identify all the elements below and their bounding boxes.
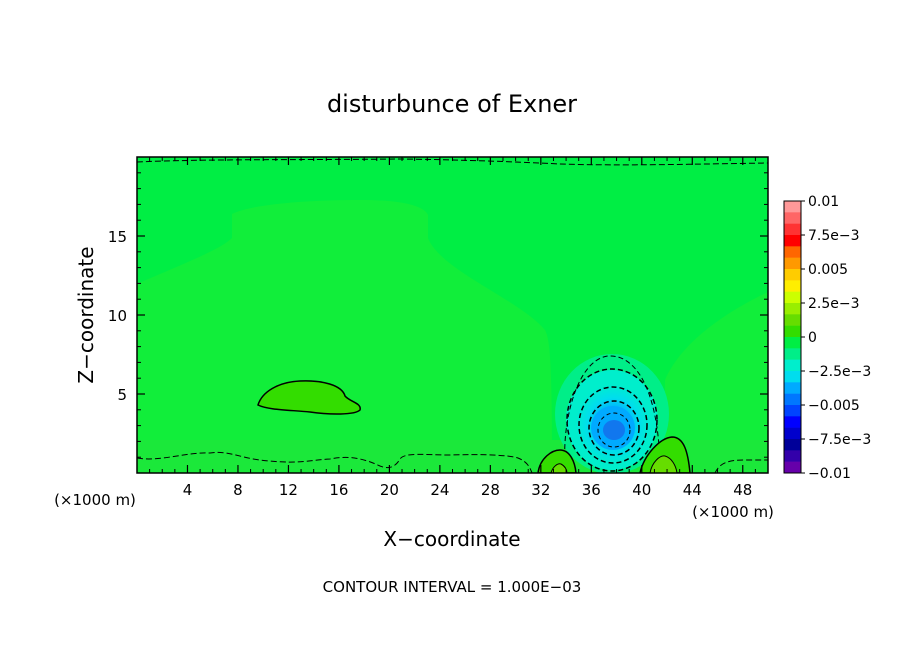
y-tick-label: 5	[117, 386, 127, 404]
x-unit-right: (×1000 m)	[692, 503, 774, 521]
x-tick-label: 28	[481, 481, 500, 499]
colorbar-label: −0.01	[808, 466, 851, 482]
colorbar-labels: 0.01 7.5e−3 0.005 2.5e−3 0 −2.5e−3 −0.005 −7.5e…	[801, 194, 871, 482]
colorbar-swatch	[784, 291, 801, 304]
colorbar-swatch	[784, 337, 801, 349]
colorbar-swatch	[784, 427, 801, 440]
colorbar-swatch	[784, 450, 801, 462]
colorbar-swatch	[784, 257, 801, 270]
field-dome-region	[137, 200, 552, 473]
x-tick-label: 36	[582, 481, 601, 499]
colorbar-swatch	[784, 439, 801, 451]
contour-bottom	[137, 451, 533, 473]
colorbar-label: 2.5e−3	[808, 296, 860, 312]
positive-anomaly-bottom-b	[639, 436, 691, 473]
positive-anomaly-bottom-a	[537, 449, 577, 473]
colorbar-swatch	[784, 280, 801, 292]
colorbar-swatch	[784, 303, 801, 315]
x-tick-label: 24	[430, 481, 449, 499]
x-tick-label: 16	[329, 481, 348, 499]
x-tick-label: 32	[531, 481, 550, 499]
colorbar-swatch	[784, 382, 801, 394]
x-tick-label: 40	[632, 481, 651, 499]
colorbar-label: −7.5e−3	[808, 432, 871, 448]
y-tick-label: 10	[108, 307, 127, 325]
colorbar-swatch	[784, 371, 801, 383]
chart-title: disturbunce of Exner	[327, 90, 577, 118]
contour-top	[137, 158, 768, 166]
colorbar-label: 0	[808, 330, 817, 346]
colorbar-swatch	[784, 235, 801, 247]
colorbar	[783, 200, 802, 474]
colorbar-swatch	[784, 416, 801, 428]
colorbar-label: 7.5e−3	[808, 228, 860, 244]
x-axis-label: X−coordinate	[383, 527, 520, 551]
x-tick-label: 4	[183, 481, 193, 499]
negative-anomaly	[555, 354, 669, 473]
colorbar-swatch	[784, 461, 801, 474]
x-unit-left: (×1000 m)	[54, 491, 136, 509]
colorbar-label: −2.5e−3	[808, 364, 871, 380]
colorbar-label: 0.005	[808, 262, 848, 278]
colorbar-swatch	[784, 246, 801, 258]
y-axis-ticks: 5 10 15	[108, 172, 768, 458]
colorbar-swatch	[784, 405, 801, 417]
colorbar-swatch	[784, 359, 801, 372]
plot-area	[137, 157, 768, 473]
x-axis-ticks: 4 8 12 16 20 24 28 32 36 40 44 48	[149, 157, 756, 499]
x-tick-label: 8	[233, 481, 243, 499]
colorbar-swatch	[784, 201, 801, 213]
contour-interval-note: CONTOUR INTERVAL = 1.000E−03	[323, 578, 582, 596]
colorbar-swatch	[784, 223, 801, 236]
colorbar-swatch	[784, 269, 801, 281]
y-tick-label: 15	[108, 228, 127, 246]
colorbar-label: 0.01	[808, 194, 839, 210]
colorbar-label: −0.005	[808, 398, 860, 414]
colorbar-swatch	[784, 348, 801, 360]
x-tick-label: 44	[683, 481, 702, 499]
x-tick-label: 20	[380, 481, 399, 499]
x-tick-label: 12	[279, 481, 298, 499]
x-tick-label: 48	[733, 481, 752, 499]
colorbar-swatch	[784, 393, 801, 406]
colorbar-swatch	[784, 314, 801, 326]
colorbar-swatch	[784, 212, 801, 224]
field-right-region	[665, 292, 768, 473]
positive-anomaly-left	[257, 380, 361, 415]
y-axis-label: Z−coordinate	[74, 246, 98, 383]
colorbar-swatch	[784, 325, 801, 338]
